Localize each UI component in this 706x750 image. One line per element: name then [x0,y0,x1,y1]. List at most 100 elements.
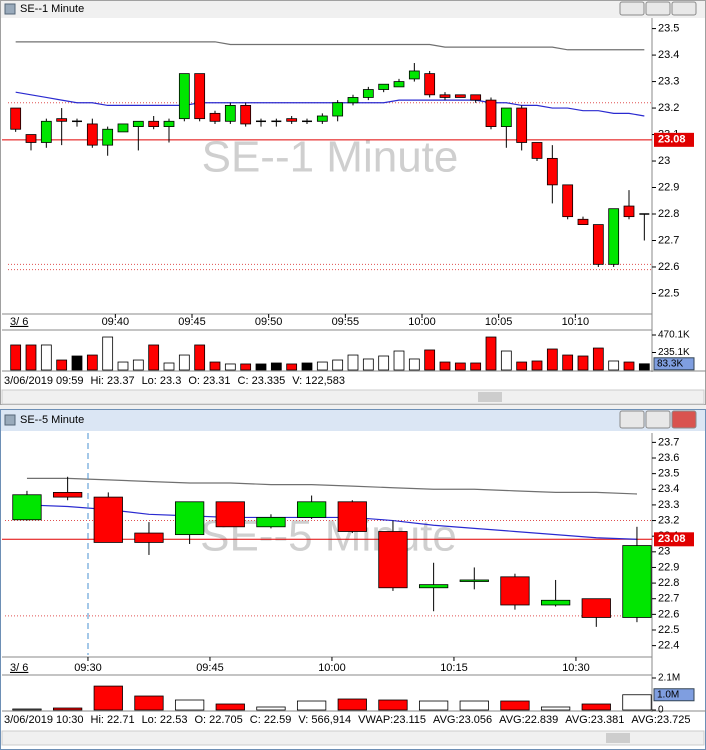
restore-button[interactable] [645,1,671,16]
candle-body [174,501,205,536]
price-label-box [654,532,694,547]
volume-bar [296,700,327,711]
volume-bar [132,359,144,371]
candle-body [332,102,344,117]
volume-bar [316,361,328,371]
status-item: C: 22.59 [250,714,292,726]
status-item: V: 122,583 [292,375,345,387]
candle-body [424,73,436,96]
x-tick-label: 09:40 [102,316,130,328]
volume-bar [240,363,252,371]
candle-body [102,128,114,146]
y-tick-label: 22.5 [658,624,679,636]
candle-body [459,579,489,582]
indicator-line [26,477,637,495]
minimize-button[interactable] [619,410,645,429]
candle-body [454,94,466,98]
y-tick-label: 23 [658,155,670,167]
title-bar [1,1,705,18]
candle-body [408,70,420,80]
y-tick-label: 22.8 [658,208,679,220]
x-tick-label: 09:45 [196,662,224,674]
volume-bar [424,349,436,371]
volume-bar [86,354,98,371]
restore-button[interactable] [645,410,671,429]
y-tick-label: 22.8 [658,577,679,589]
candle-body [12,494,42,521]
candle-body [485,99,497,127]
status-item: VWAP:23.115 [358,714,426,726]
volume-bar [485,336,497,371]
volume-bar [194,344,206,371]
candle-body [240,105,252,125]
candle-body [93,496,123,543]
scrollbar[interactable] [1,389,705,405]
x-tick-label: 10:15 [440,662,468,674]
volume-bar [531,360,543,371]
scroll-thumb[interactable] [478,392,502,402]
x-tick-label: 10:30 [562,662,590,674]
candle-body [622,545,652,618]
candle-body [224,105,236,122]
title-bar [1,410,705,431]
indicator-line [15,41,645,51]
volume-bar [562,354,574,371]
x-tick-label: 09:50 [255,316,283,328]
y-tick-label: 23 [658,546,670,558]
candle-body [148,120,160,127]
candle-body [500,576,530,606]
volume-bar [52,707,83,711]
candle-body [592,224,604,265]
candle-body [296,501,327,518]
volume-bar [256,706,286,711]
indicator-line [26,504,637,540]
candle-body [337,501,367,532]
indicator-line [15,91,645,117]
status-item: Hi: 23.37 [91,375,135,387]
scrollbar[interactable] [1,730,705,746]
status-line: 3/06/2019 10:30 Hi: 22.71 Lo: 22.53 O: 22.7… [4,714,691,726]
candle-body [56,118,68,122]
volume-bar [174,699,205,711]
volume-bar [378,355,390,371]
volume-tick-label: 2.1M [658,673,680,684]
status-item: AVG:22.839 [499,714,558,726]
status-item: AVG:23.725 [631,714,690,726]
candle-body [562,184,574,218]
volume-marker-box [653,688,695,702]
scroll-thumb[interactable] [606,733,630,743]
volume-bar [378,699,408,711]
volume-bar [622,694,652,711]
volume-bar [592,347,604,371]
window-frame [0,0,706,405]
volume-bar [332,359,344,371]
candle-body [378,83,390,90]
x-tick-label: 10:00 [318,662,346,674]
x-tick-label: 09:30 [74,662,102,674]
candle-body [540,599,571,606]
volume-bar [581,703,611,711]
status-item: O: 23.31 [188,375,230,387]
volume-bar [56,359,68,371]
status-line: 3/06/2019 09:59 Hi: 23.37 Lo: 23.3 O: 23.31… [4,375,345,387]
minimize-button[interactable] [619,1,645,16]
close-button[interactable] [671,410,697,429]
candle-body [132,120,144,127]
window-title: SE--5 Minute [20,414,84,426]
volume-bar [301,362,313,371]
y-tick-label: 22.4 [658,640,679,652]
volume-bar [25,344,37,371]
volume-bar [178,354,190,371]
candle-body [347,97,359,104]
candle-body [546,157,558,186]
candle-body [10,107,22,130]
volume-bar [362,358,374,371]
y-tick-label: 22.6 [658,608,679,620]
volume-bar [439,361,451,371]
candle-body [163,120,175,127]
x-tick-label: 10:05 [485,316,513,328]
close-button[interactable] [671,1,697,16]
candle-body [581,598,611,618]
volume-bar [102,336,114,371]
volume-bar [608,360,620,371]
